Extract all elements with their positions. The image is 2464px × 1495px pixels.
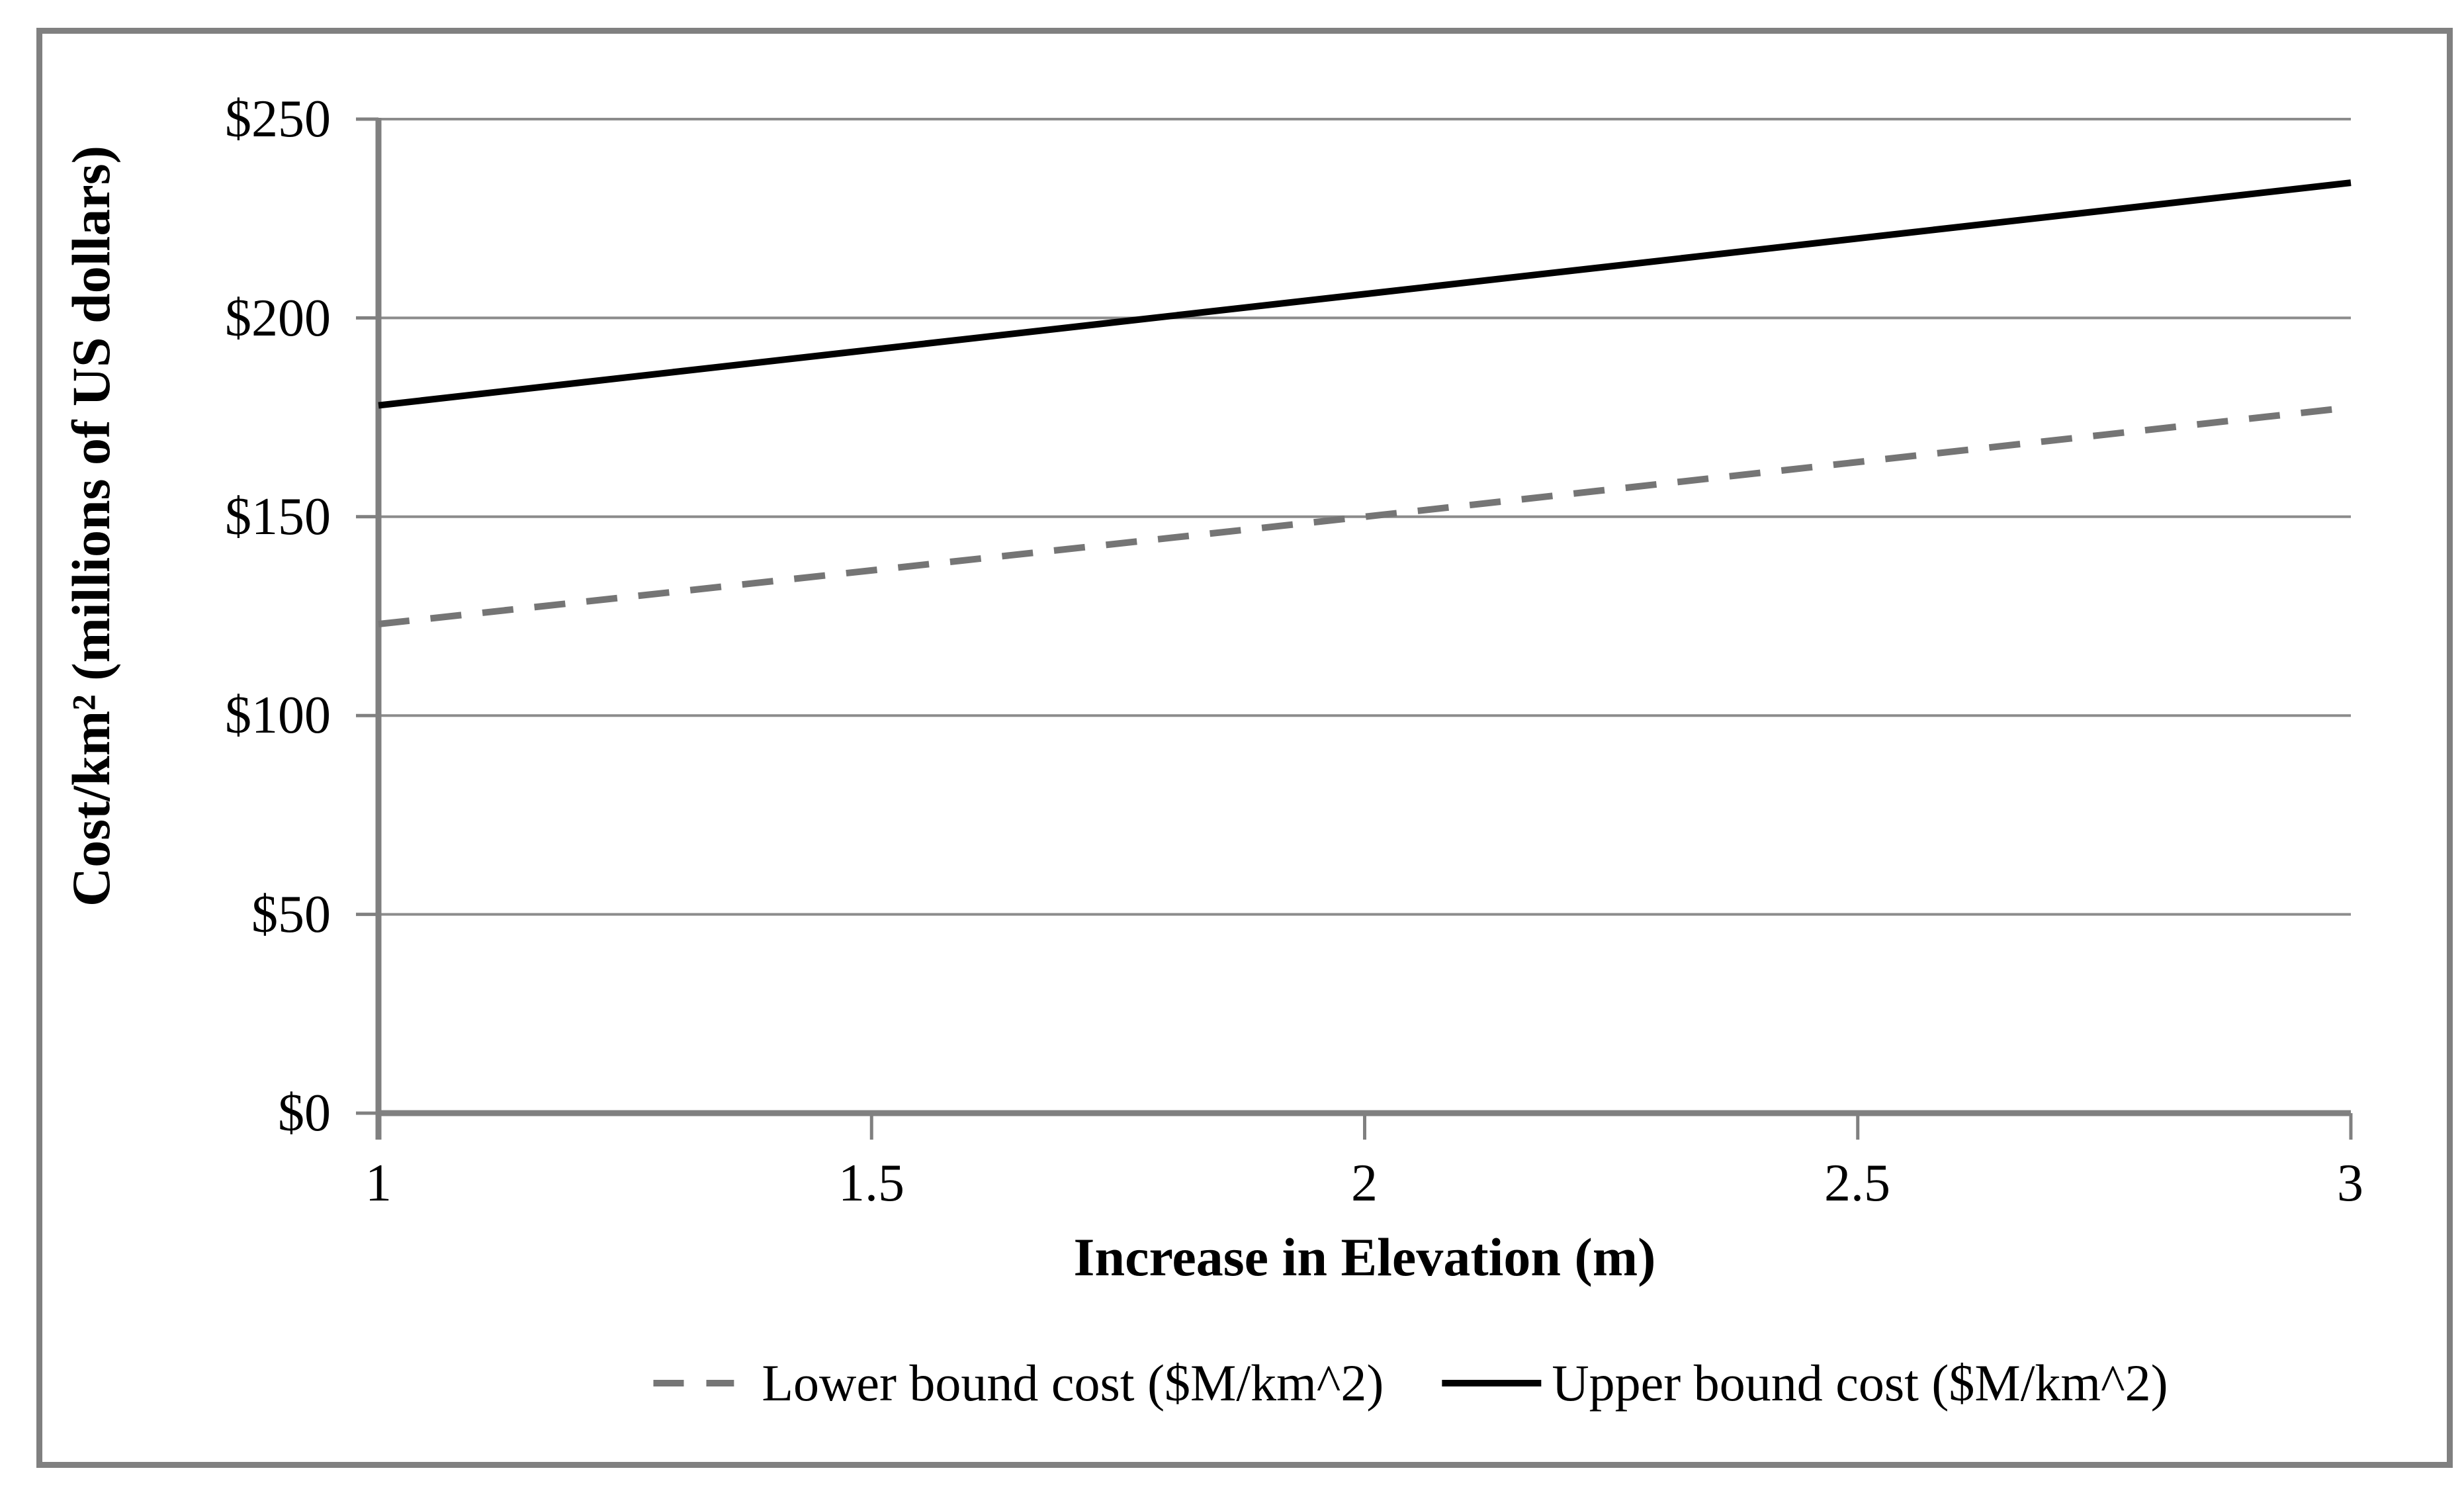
upper-series-solid-line-swatch	[1442, 1380, 1542, 1386]
y-tick-label-150: $150	[225, 488, 331, 546]
x-tick-label-1: 1	[365, 1154, 392, 1212]
y-tick-label-0: $0	[278, 1084, 331, 1142]
x-tick-label-2: 2	[1351, 1154, 1378, 1212]
x-axis-title: Increase in Elevation (m)	[1073, 1227, 1656, 1287]
y-tick-label-200: $200	[225, 289, 331, 347]
y-tick-label-250: $250	[225, 90, 331, 148]
legend-label-upper-bound: Upper bound cost ($M/km^2)	[1552, 1354, 2168, 1412]
x-tick-label-2-5: 2.5	[1824, 1154, 1890, 1212]
legend: Lower bound cost ($M/km^2) Upper bound c…	[653, 1350, 2168, 1416]
series-line-lower-bound	[378, 404, 2352, 627]
legend-label-lower-bound: Lower bound cost ($M/km^2)	[762, 1354, 1384, 1412]
y-axis-title: Cost/km² (millions of US dollars)	[61, 146, 121, 907]
lower-series-dashed-line-swatch	[653, 1380, 734, 1386]
x-tick-label-3: 3	[2337, 1154, 2363, 1212]
y-tick-label-50: $50	[251, 885, 331, 944]
legend-item-lower-bound: Lower bound cost ($M/km^2)	[653, 1350, 1384, 1416]
legend-item-upper-bound: Upper bound cost ($M/km^2)	[1442, 1350, 2168, 1416]
figure-border	[36, 28, 2453, 1468]
x-tick-label-1-5: 1.5	[838, 1154, 904, 1212]
series-line-upper-bound	[378, 179, 2352, 409]
y-tick-label-100: $100	[225, 686, 331, 745]
